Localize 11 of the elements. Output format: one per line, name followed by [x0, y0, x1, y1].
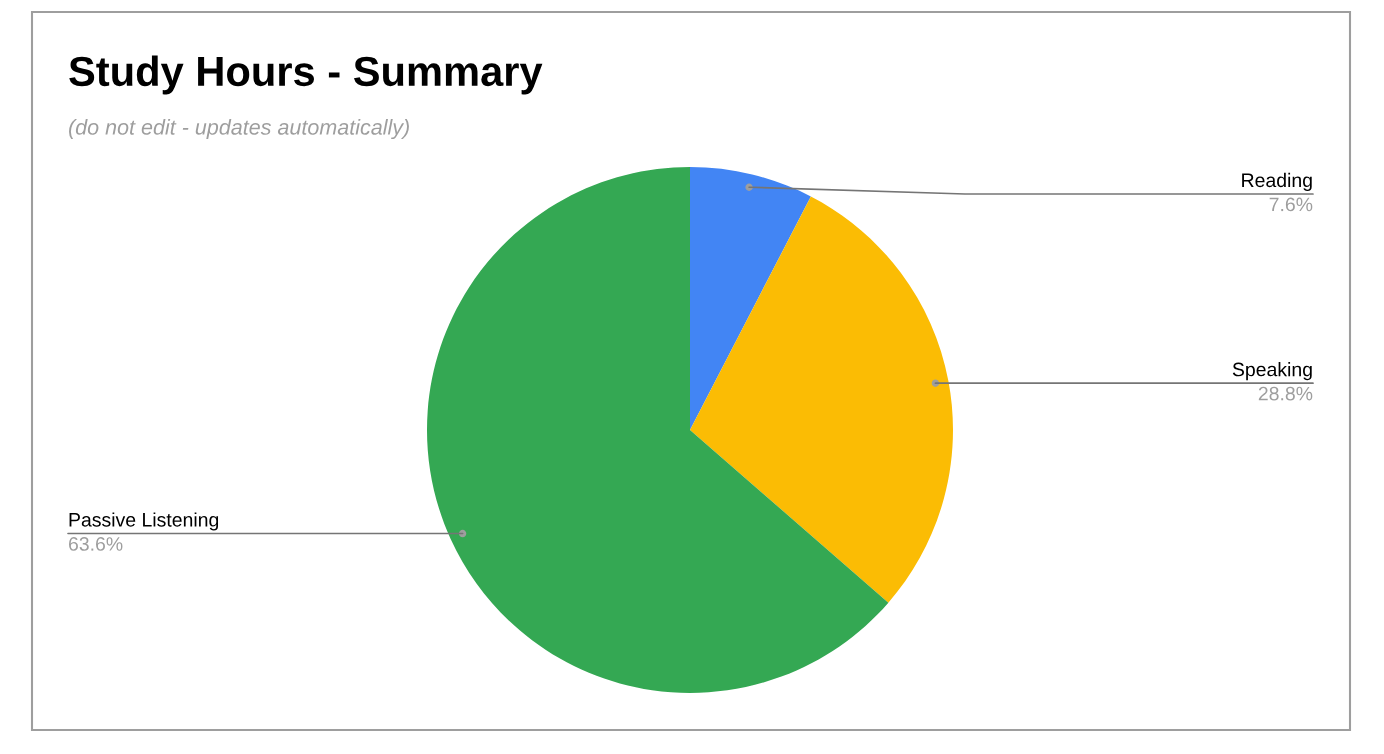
- data-label: 63.6%: [68, 537, 123, 551]
- slice-label: Speaking: [1232, 362, 1312, 381]
- slice-label: Passive Listening: [69, 512, 219, 531]
- chart-subtitle: (do not edit - updates automatically): [69, 118, 409, 140]
- pie-slice: [690, 196, 953, 603]
- pie-slice: [690, 167, 811, 430]
- chart-title: Study Hours - Summary: [69, 55, 543, 95]
- data-label: 7.6%: [1269, 197, 1313, 212]
- pie-slice: [427, 167, 889, 693]
- slice-label: Reading: [1242, 172, 1312, 191]
- data-label: 28.8%: [1258, 386, 1313, 401]
